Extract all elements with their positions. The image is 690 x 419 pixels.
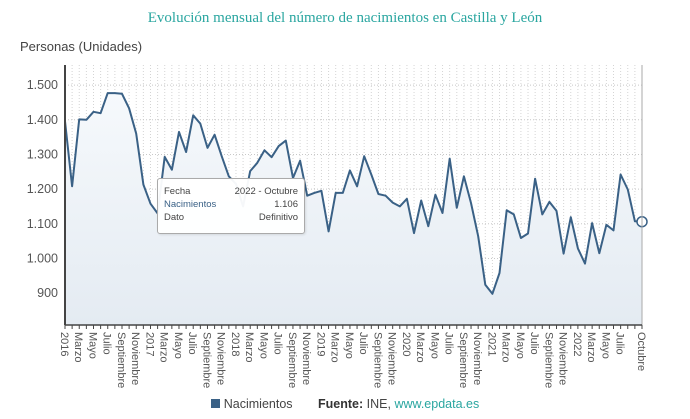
x-tick-label: 2020 [400,332,412,356]
x-tick-label: Marzo [158,332,170,363]
x-tick-label: Septiembre [371,332,383,388]
x-tick-label: Mayo [599,332,611,359]
x-tick-label: Mayo [428,332,440,359]
x-tick-label: 2022 [571,332,583,356]
y-tick-label: 1.400 [27,113,58,127]
source-link[interactable]: www.epdata.es [394,397,480,411]
x-tick-label: Julio [186,332,198,355]
y-tick-label: 1.200 [27,182,58,196]
y-tick-label: 1.000 [27,251,58,265]
y-tick-label: 1.500 [27,78,58,92]
x-tick-label: 2019 [314,332,326,356]
tooltip: Fecha 2022 - Octubre Nacimientos 1.106 Dat… [157,178,305,234]
x-tick-label: 2017 [143,332,155,356]
tooltip-fecha-label: Fecha [164,186,191,197]
source-text: INE, [363,397,395,411]
x-tick-label: Julio [272,332,284,355]
source-label: Fuente: [318,397,364,411]
tooltip-dato-label: Dato [164,212,185,223]
x-tick-label: Mayo [343,332,355,359]
x-tick-label: Marzo [72,332,84,363]
x-tick-label: Julio [528,332,540,355]
x-tick-label: Octubre [635,332,647,371]
legend-item-nacimientos[interactable]: Nacimientos [210,397,293,411]
tooltip-fecha-value: 2022 - Octubre [234,186,298,197]
tooltip-dato-value: Definitivo [258,212,298,223]
x-tick-label: Septiembre [542,332,554,388]
area-fill [65,93,642,325]
x-tick-label: Marzo [585,332,597,363]
x-tick-label: Septiembre [286,332,298,388]
y-tick-label: 1.100 [27,217,58,231]
legend: Nacimientos Fuente: INE, www.epdata.es [0,397,690,411]
x-tick-label: Noviembre [300,332,312,385]
x-tick-label: Septiembre [200,332,212,388]
x-tick-label: Noviembre [471,332,483,385]
x-tick-label: Mayo [86,332,98,359]
x-tick-label: Noviembre [129,332,141,385]
tooltip-series-value: 1.106 [274,199,298,210]
chart-title: Evolución mensual del número de nacimien… [147,10,543,26]
x-tick-label: 2018 [229,332,241,356]
x-tick-label: Septiembre [115,332,127,388]
x-tick-label: Marzo [329,332,341,363]
x-tick-label: Julio [443,332,455,355]
legend-label: Nacimientos [223,397,293,411]
y-tick-label: 1.300 [27,147,58,161]
x-tick-label: Marzo [500,332,512,363]
x-tick-label: Marzo [414,332,426,363]
x-tick-label: Noviembre [386,332,398,385]
x-tick-label: Julio [614,332,626,355]
x-tick-label: Marzo [243,332,255,363]
x-tick-label: Noviembre [557,332,569,385]
x-tick-label: Julio [357,332,369,355]
tooltip-series-label: Nacimientos [164,199,217,210]
legend-swatch [210,399,220,408]
x-tick-label: 2016 [58,332,70,356]
y-axis-label: Personas (Unidades) [20,39,143,54]
x-tick-label: Mayo [172,332,184,359]
x-tick-label: Julio [101,332,113,355]
x-tick-label: Septiembre [457,332,469,388]
x-tick-label: Mayo [514,332,526,359]
x-tick-label: 2021 [485,332,497,356]
x-tick-label: Noviembre [215,332,227,385]
x-tick-label: Mayo [257,332,269,359]
y-tick-label: 900 [37,286,58,300]
